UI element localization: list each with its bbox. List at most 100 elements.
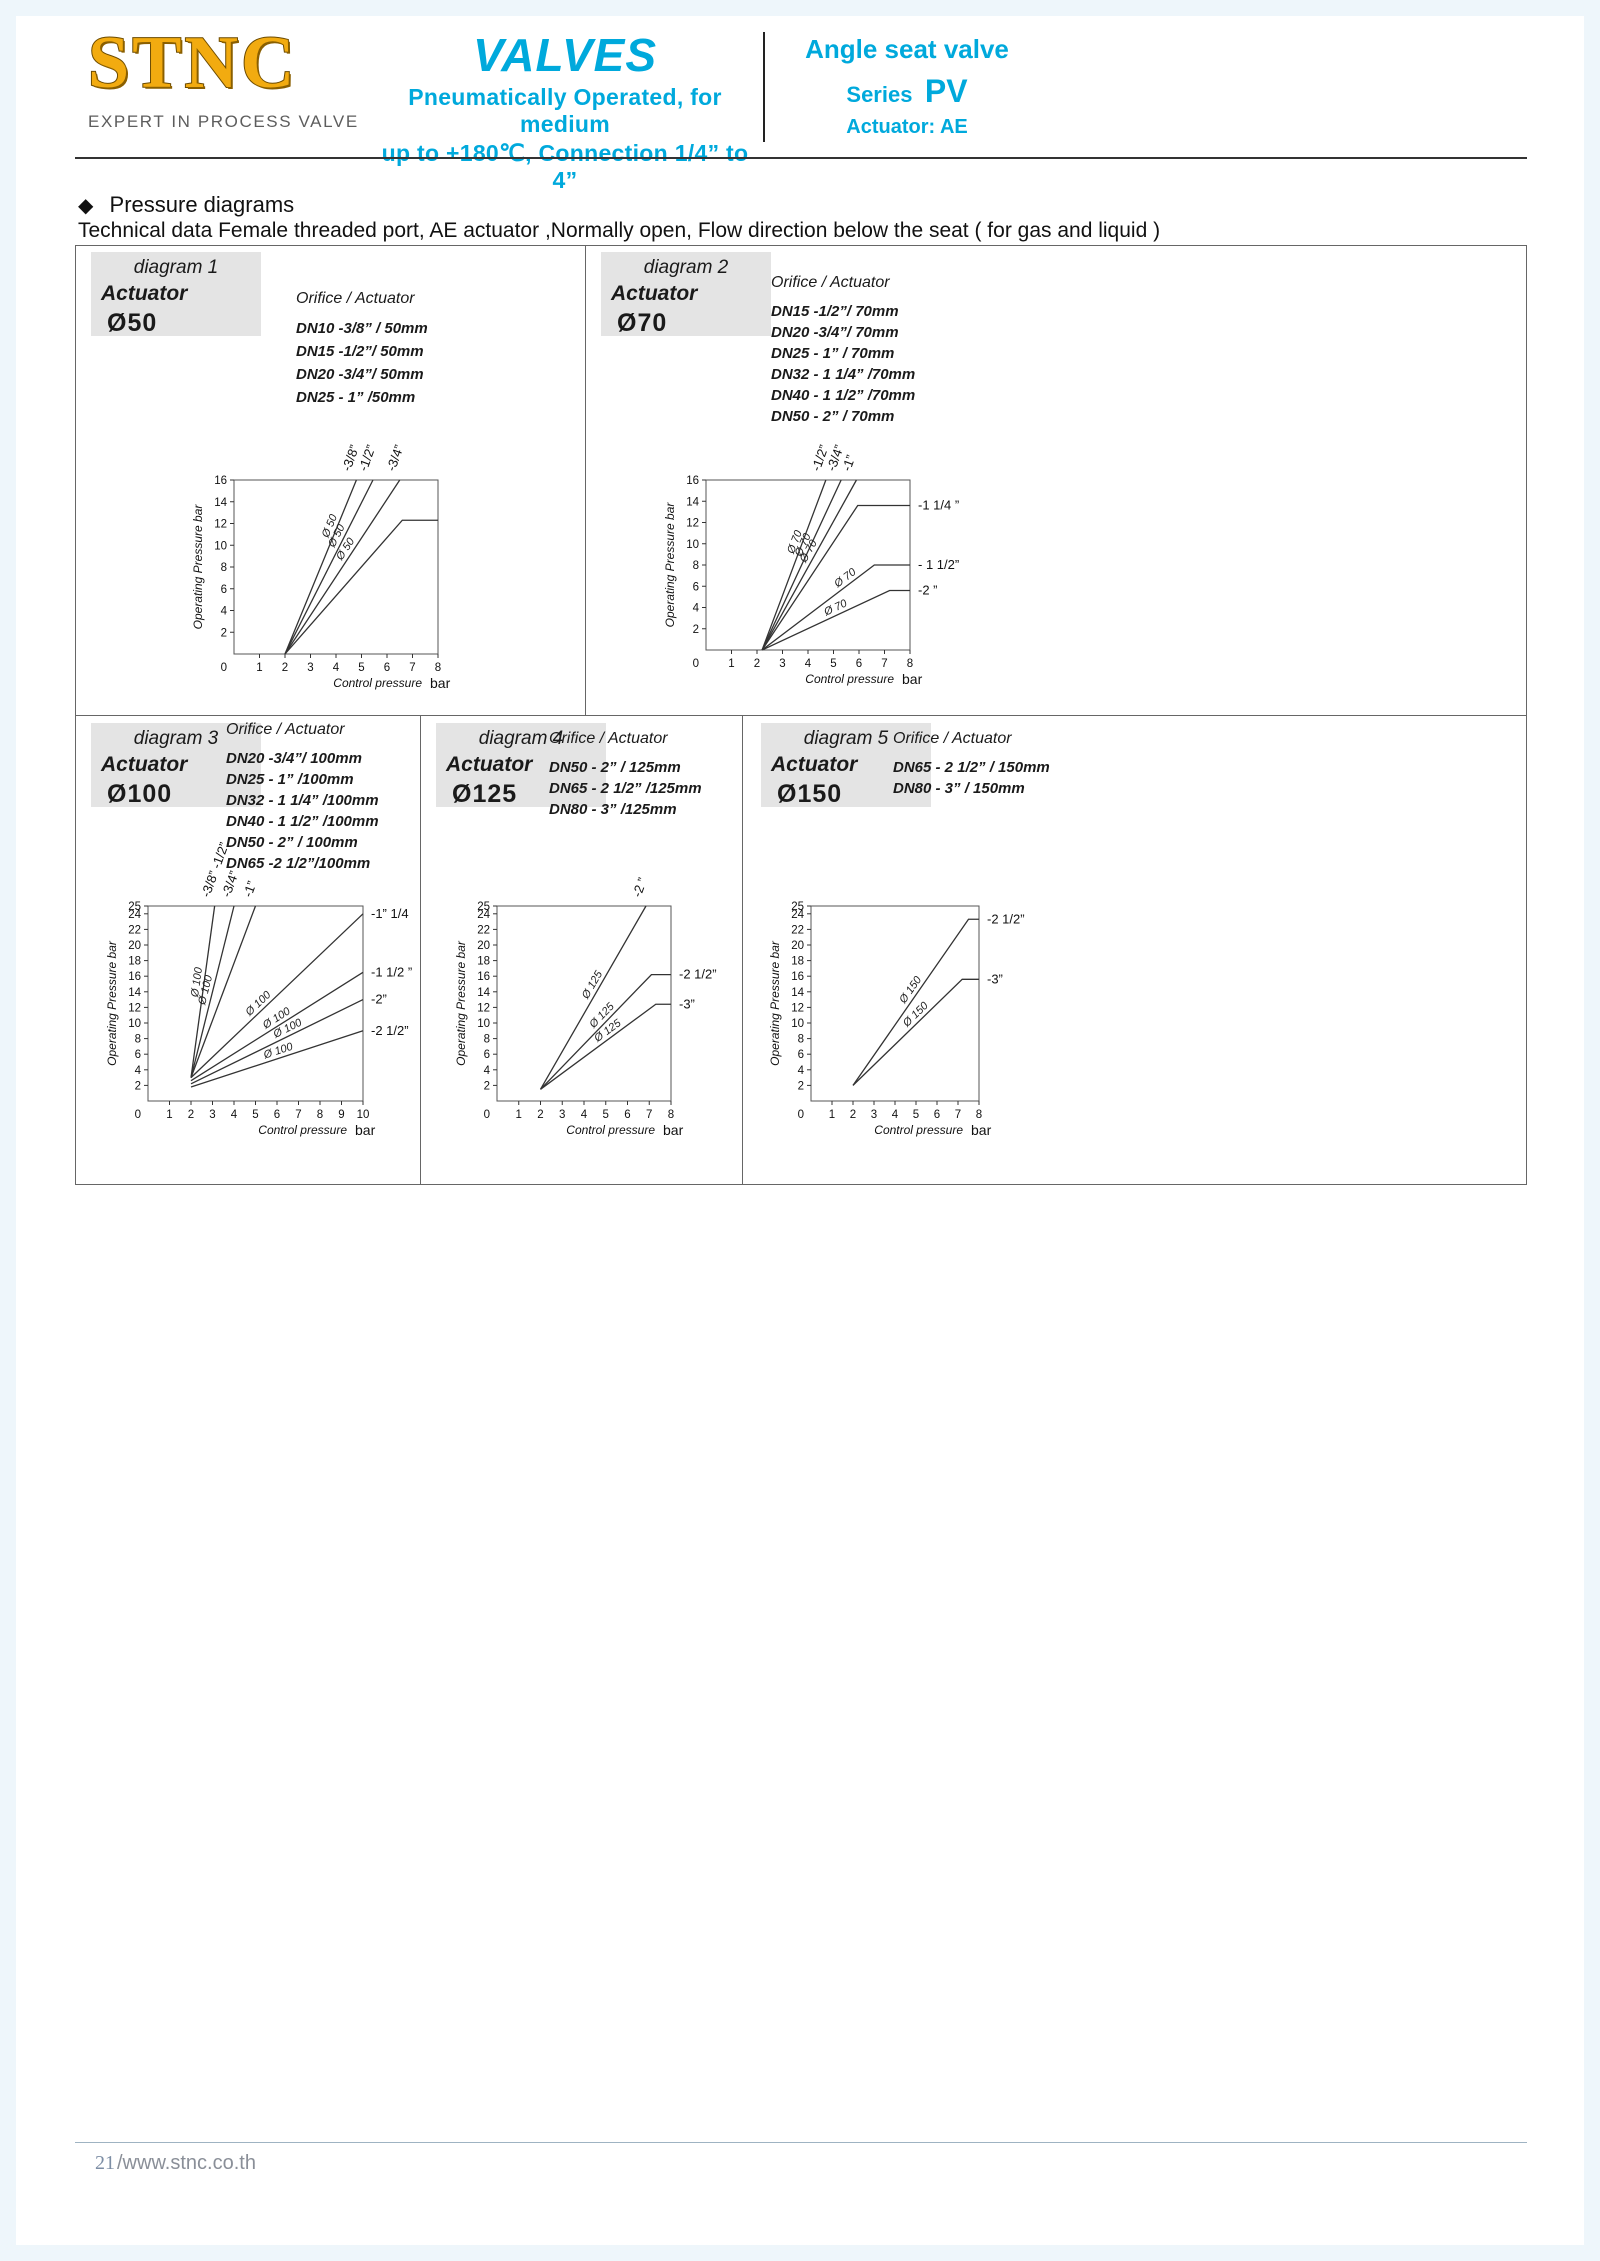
- svg-text:6: 6: [624, 1109, 630, 1121]
- svg-text:8: 8: [221, 562, 227, 574]
- svg-text:4: 4: [892, 1109, 899, 1121]
- diagram-name: diagram 2: [643, 257, 729, 278]
- footer-rule: [75, 2142, 1527, 2143]
- svg-text:8: 8: [907, 658, 913, 670]
- svg-text:2: 2: [537, 1109, 543, 1121]
- svg-text:2: 2: [850, 1109, 856, 1121]
- actuator-size: Ø50: [107, 309, 158, 337]
- orifice-item: DN65 -2 1/2”/100mm: [226, 855, 371, 872]
- svg-text:14: 14: [214, 497, 227, 509]
- svg-text:Operating Pressure bar: Operating Pressure bar: [105, 940, 119, 1066]
- svg-text:6: 6: [221, 584, 227, 596]
- pressure-diagram-grid: diagram 1 Actuator Ø50 Orifice / Actuato…: [75, 245, 1527, 1185]
- svg-text:-1”: -1”: [240, 879, 260, 899]
- svg-text:Operating Pressure bar: Operating Pressure bar: [663, 502, 677, 628]
- svg-text:-1 1/2 ”: -1 1/2 ”: [371, 964, 412, 979]
- orifice-items: DN10 -3/8” / 50mm DN15 -1/2”/ 50mm DN20 -3…: [296, 317, 428, 409]
- svg-text:10: 10: [791, 1018, 804, 1030]
- diagram-4-panel: diagram 4 Actuator Ø125 Orifice / Actuat…: [421, 716, 743, 1185]
- orifice-item: DN80 - 3” / 150mm: [893, 780, 1025, 797]
- svg-text:-2 1/2”: -2 1/2”: [987, 911, 1025, 926]
- svg-text:-2 1/2”: -2 1/2”: [371, 1023, 409, 1038]
- svg-text:-2 1/2”: -2 1/2”: [679, 967, 717, 982]
- svg-text:2: 2: [135, 1080, 141, 1092]
- header-center: VALVES Pneumatically Operated, for mediu…: [380, 28, 750, 194]
- orifice-title: Orifice / Actuator: [893, 730, 1012, 747]
- svg-text:bar: bar: [430, 675, 451, 691]
- brand-logo-text: STNC: [87, 22, 298, 104]
- svg-text:8: 8: [435, 662, 441, 674]
- diagram-2-orifice-list: Orifice / Actuator DN15 -1/2”/ 70mm DN20 …: [771, 274, 915, 427]
- svg-text:22: 22: [477, 924, 490, 936]
- svg-text:8: 8: [976, 1109, 982, 1121]
- diagram-name: diagram 1: [133, 257, 219, 278]
- orifice-item: DN50 - 2” / 125mm: [549, 759, 681, 776]
- footer-page-info: 21/www.stnc.co.th: [95, 2152, 256, 2175]
- svg-text:-1”: -1”: [839, 453, 859, 473]
- svg-text:-2 ”: -2 ”: [629, 876, 650, 899]
- svg-text:14: 14: [791, 987, 804, 999]
- svg-text:20: 20: [791, 940, 804, 952]
- website-url: /www.stnc.co.th: [117, 2152, 256, 2174]
- svg-text:7: 7: [409, 662, 415, 674]
- svg-text:bar: bar: [663, 1122, 684, 1138]
- svg-text:2: 2: [754, 658, 760, 670]
- svg-text:16: 16: [128, 971, 141, 983]
- svg-text:8: 8: [798, 1034, 804, 1046]
- svg-text:8: 8: [668, 1109, 674, 1121]
- orifice-item: DN20 -3/4”/ 50mm: [296, 366, 424, 383]
- svg-text:1: 1: [516, 1109, 522, 1121]
- svg-text:6: 6: [484, 1049, 490, 1061]
- svg-text:18: 18: [477, 956, 490, 968]
- pressure-chart-1: 2 4 6 8 10 12 14 16 1 2 3 4 5 6 7 8 0 Control pressure bar…: [186, 416, 504, 703]
- svg-text:-3/4”: -3/4”: [218, 869, 241, 899]
- diagram-2-label-box: diagram 2 Actuator Ø70: [601, 252, 771, 337]
- svg-text:- 1 1/2”: - 1 1/2”: [918, 557, 959, 572]
- orifice-item: DN25 - 1” /100mm: [226, 771, 354, 788]
- orifice-title: Orifice / Actuator: [296, 290, 415, 307]
- svg-text:25: 25: [477, 901, 490, 913]
- svg-text:Operating Pressure bar: Operating Pressure bar: [191, 504, 205, 630]
- svg-text:6: 6: [934, 1109, 940, 1121]
- svg-text:7: 7: [881, 658, 887, 670]
- svg-text:0: 0: [135, 1109, 141, 1121]
- svg-text:20: 20: [128, 940, 141, 952]
- svg-text:18: 18: [791, 956, 804, 968]
- svg-text:5: 5: [252, 1109, 258, 1121]
- svg-text:16: 16: [214, 475, 227, 487]
- svg-text:bar: bar: [971, 1122, 992, 1138]
- svg-text:4: 4: [805, 658, 812, 670]
- diagram-1-label-box: diagram 1 Actuator Ø50: [91, 252, 261, 337]
- svg-text:14: 14: [477, 987, 490, 999]
- svg-text:Operating Pressure bar: Operating Pressure bar: [768, 940, 782, 1066]
- svg-text:2: 2: [693, 624, 699, 636]
- orifice-item: DN40 - 1 1/2” /70mm: [771, 387, 916, 404]
- brand-tagline: EXPERT IN PROCESS VALVE: [88, 112, 359, 131]
- orifice-item: DN50 - 2” / 70mm: [771, 408, 895, 425]
- svg-text:18: 18: [128, 956, 141, 968]
- orifice-item: DN32 - 1 1/4” /70mm: [771, 366, 916, 383]
- svg-text:5: 5: [830, 658, 836, 670]
- orifice-item: DN15 -1/2”/ 70mm: [771, 303, 899, 320]
- diagram-2-panel: diagram 2 Actuator Ø70 Orifice / Actuato…: [586, 246, 1526, 715]
- svg-text:3: 3: [307, 662, 313, 674]
- orifice-item: DN10 -3/8” / 50mm: [296, 320, 428, 337]
- svg-text:4: 4: [798, 1065, 805, 1077]
- svg-text:12: 12: [128, 1002, 141, 1014]
- svg-text:7: 7: [646, 1109, 652, 1121]
- svg-text:5: 5: [603, 1109, 609, 1121]
- svg-text:2: 2: [188, 1109, 194, 1121]
- brand-logo: STNC EXPERT IN PROCESS VALVE: [87, 22, 388, 132]
- svg-text:-3/4”: -3/4”: [383, 443, 406, 473]
- svg-text:12: 12: [214, 519, 227, 531]
- actuator-label: Actuator: AE: [846, 116, 968, 138]
- actuator-word: Actuator: [771, 753, 858, 776]
- diagram-5-label-box: diagram 5 Actuator Ø150: [761, 723, 931, 808]
- diagram-name: diagram 3: [133, 728, 219, 749]
- svg-text:22: 22: [128, 924, 141, 936]
- svg-text:8: 8: [135, 1034, 141, 1046]
- svg-text:Operating Pressure bar: Operating Pressure bar: [454, 940, 468, 1066]
- svg-text:24: 24: [791, 909, 804, 921]
- svg-text:Control pressure: Control pressure: [566, 1123, 655, 1137]
- orifice-title: Orifice / Actuator: [226, 721, 345, 738]
